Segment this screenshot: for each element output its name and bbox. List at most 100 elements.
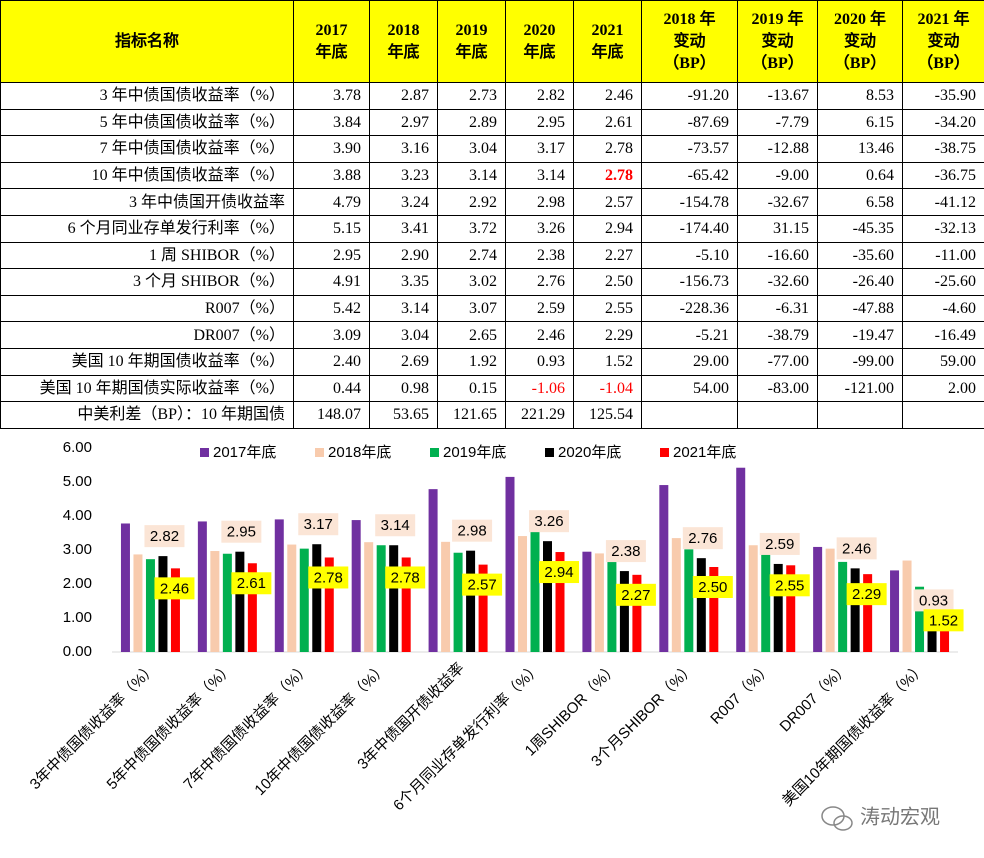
bar [120, 523, 130, 652]
header-cell: 2021 年底 [573, 0, 642, 83]
bar [684, 549, 694, 652]
bar [466, 550, 476, 652]
header-text: 2020 年 [833, 10, 886, 28]
bar [671, 538, 681, 652]
table-cell: 2.50 [573, 268, 642, 296]
bar [478, 564, 488, 652]
table-cell: -11.00 [902, 241, 984, 270]
table-cell: 3.04 [437, 135, 506, 163]
y-tick-label: 2.00 [63, 575, 92, 592]
table-cell: 3.14 [437, 161, 506, 190]
table-cell: -83.00 [737, 374, 818, 403]
header-cell: 2018 年变动 （BP） [641, 0, 738, 83]
empty-cell [737, 401, 818, 429]
table-cell: -174.40 [641, 214, 738, 243]
table-cell: 7 年中债国债收益率（%） [0, 135, 294, 163]
bar [543, 541, 552, 652]
label-box [375, 514, 416, 537]
data-label: 2.59 [765, 536, 794, 553]
table-cell: 2.38 [505, 241, 574, 270]
bar [736, 467, 746, 652]
bar [786, 565, 796, 652]
table-row: DR007（%） 3.09 3.04 2.65 2.46 2.29 -5.21 -38.79-… [0, 321, 984, 349]
table-cell: 2.98 [505, 188, 574, 216]
table-cell: -36.75 [902, 161, 984, 190]
data-label: 2.78 [391, 569, 420, 586]
header-cell: 2018 年底 [369, 0, 438, 83]
table-cell: 2.78 [573, 135, 642, 163]
table-cell: -26.40 [817, 268, 903, 296]
table-cell: 2.97 [369, 108, 438, 137]
header-text: 2020 [523, 21, 556, 39]
table-cell: 2.46 [505, 321, 574, 349]
label-box [913, 589, 954, 612]
table-cell: 148.07 [293, 401, 370, 429]
data-label: 3.14 [381, 517, 410, 534]
data-table: 指标名称 2017 年底 2018 年底 2019 年底 2020 年底 2021 年底 2018 年… [0, 0, 984, 429]
table-cell: 2.74 [437, 241, 506, 270]
header-cell: 2020 年底 [505, 0, 574, 83]
table-cell: 2.40 [293, 347, 370, 376]
table-cell: R007（%） [0, 294, 294, 323]
table-cell: -34.20 [902, 108, 984, 137]
table-cell: 2.76 [505, 268, 574, 296]
bar [850, 568, 860, 652]
table-cell: -5.10 [641, 241, 738, 270]
table-cell: 2.59 [505, 294, 574, 323]
table-cell: 4.79 [293, 188, 370, 216]
table-cell: 美国 10 年期国债收益率（%） [0, 347, 294, 376]
data-label: 2.78 [314, 569, 343, 586]
table-row: 6 个月同业存单发行利率（%） 5.15 3.41 3.72 3.26 2.94 -174.… [0, 214, 984, 243]
bar [158, 556, 168, 652]
bar [761, 547, 771, 652]
label-box [759, 532, 800, 555]
bar [235, 551, 245, 652]
table-cell: 2.78 [573, 161, 642, 190]
header-text: 2021 [591, 21, 624, 39]
bar [170, 568, 180, 652]
bar [274, 519, 284, 652]
bar [619, 571, 629, 652]
table-cell: 31.15 [737, 214, 818, 243]
label-box [452, 519, 493, 542]
header-text: 变动 [761, 32, 794, 50]
bar [748, 545, 758, 652]
header-text: 变动 [927, 32, 960, 50]
table-cell: 29.00 [641, 347, 738, 376]
data-label: 2.46 [842, 540, 871, 557]
legend-swatch [660, 448, 669, 457]
table-cell: 2.90 [369, 241, 438, 270]
bar [594, 553, 604, 652]
table-cell: 3 年中债国债收益率（%） [0, 82, 294, 110]
bar [659, 485, 669, 652]
bar [838, 561, 848, 652]
label-box [385, 566, 426, 589]
x-tick-label: 10年中债国债收益率（%） [251, 660, 390, 799]
header-cell: 2019 年底 [437, 0, 506, 83]
table-cell: 2.00 [902, 374, 984, 403]
table-cell: -47.88 [817, 294, 903, 323]
table-cell: 中美利差（BP）：10 年期国债 [0, 401, 294, 429]
table-cell: 3.17 [505, 135, 574, 163]
label-box [682, 527, 723, 550]
bar [453, 552, 463, 652]
bar [351, 520, 361, 652]
x-tick-label: 美国10年期国债收益率（%） [779, 660, 929, 810]
data-label: 0.93 [919, 592, 948, 609]
table-cell: 1.52 [573, 347, 642, 376]
table-cell: 2.95 [293, 241, 370, 270]
data-label: 3.26 [534, 513, 563, 530]
header-text: 2021 年 [917, 10, 970, 28]
table-cell: -91.20 [641, 82, 738, 110]
bar [555, 552, 565, 652]
table-cell: -35.60 [817, 241, 903, 270]
table-cell: 8.53 [817, 82, 903, 110]
header-text: 年底 [387, 43, 420, 61]
table-cell: 3.90 [293, 135, 370, 163]
table-cell: -154.78 [641, 188, 738, 216]
bar [863, 574, 873, 652]
label-box [221, 520, 262, 543]
label-box [144, 525, 185, 548]
y-tick-label: 0.00 [63, 643, 92, 660]
label-box [308, 566, 349, 589]
